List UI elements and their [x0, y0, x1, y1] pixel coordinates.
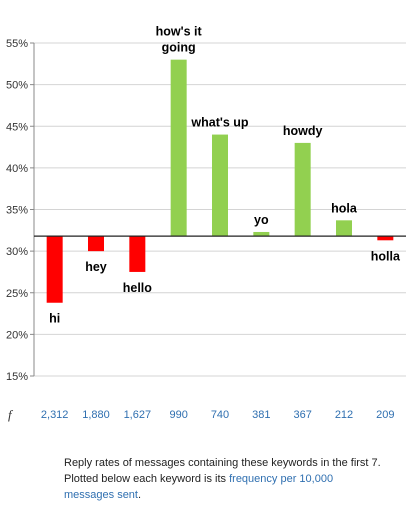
y-tick-label: 15% — [6, 371, 28, 383]
caption-highlight: frequency per 10,000 messages sent — [64, 473, 334, 501]
caption-end: . — [137, 489, 142, 501]
bar — [170, 59, 187, 237]
y-tick-label: 20% — [6, 329, 28, 341]
y-tick-label: 30% — [6, 246, 28, 258]
frequency-label: 212 — [335, 409, 353, 421]
bar — [294, 142, 311, 237]
bar-label: hello — [123, 281, 153, 295]
bar — [377, 236, 394, 241]
bars — [46, 59, 394, 303]
bar-label: hi — [49, 312, 60, 326]
bar — [253, 231, 270, 237]
bar-label: how's it — [156, 25, 203, 39]
y-tick-label: 45% — [6, 121, 28, 133]
frequency-row: f 2,312 1,880 1,627 990 740 381 367 212 209 — [8, 407, 395, 422]
y-tick-label: 40% — [6, 163, 28, 175]
frequency-label: 1,627 — [124, 409, 152, 421]
bar — [336, 220, 352, 237]
bar-label: going — [162, 41, 196, 55]
bar — [129, 236, 146, 272]
frequency-label: 990 — [169, 409, 187, 421]
frequency-label: 1,880 — [82, 409, 110, 421]
bar-labels: hi hey hello how's it going what's up yo howdy h… — [49, 25, 401, 326]
bar-label: yo — [254, 213, 269, 227]
bar-label: howdy — [283, 124, 323, 138]
frequency-label: 2,312 — [41, 409, 69, 421]
y-axis-ticks: 15% 20% 25% 30% 35% 40% 45% 50% 55% — [6, 38, 34, 383]
bar-label: holla — [371, 249, 401, 263]
y-tick-label: 35% — [6, 205, 28, 217]
bar-label: hola — [331, 201, 358, 215]
frequency-label: 209 — [376, 409, 394, 421]
y-tick-label: 55% — [6, 38, 28, 50]
caption: Reply rates of messages containing these… — [64, 455, 384, 503]
bar-label: hey — [85, 260, 107, 274]
frequency-symbol: f — [8, 407, 14, 422]
y-tick-label: 25% — [6, 288, 28, 300]
frequency-label: 381 — [252, 409, 270, 421]
bar-label: what's up — [190, 116, 249, 130]
bar — [88, 236, 104, 252]
y-tick-label: 50% — [6, 80, 28, 92]
frequency-label: 367 — [293, 409, 311, 421]
bar — [46, 236, 63, 303]
bar — [212, 134, 228, 237]
frequency-label: 740 — [211, 409, 229, 421]
caption-text: Reply rates of messages containing these… — [64, 457, 381, 485]
